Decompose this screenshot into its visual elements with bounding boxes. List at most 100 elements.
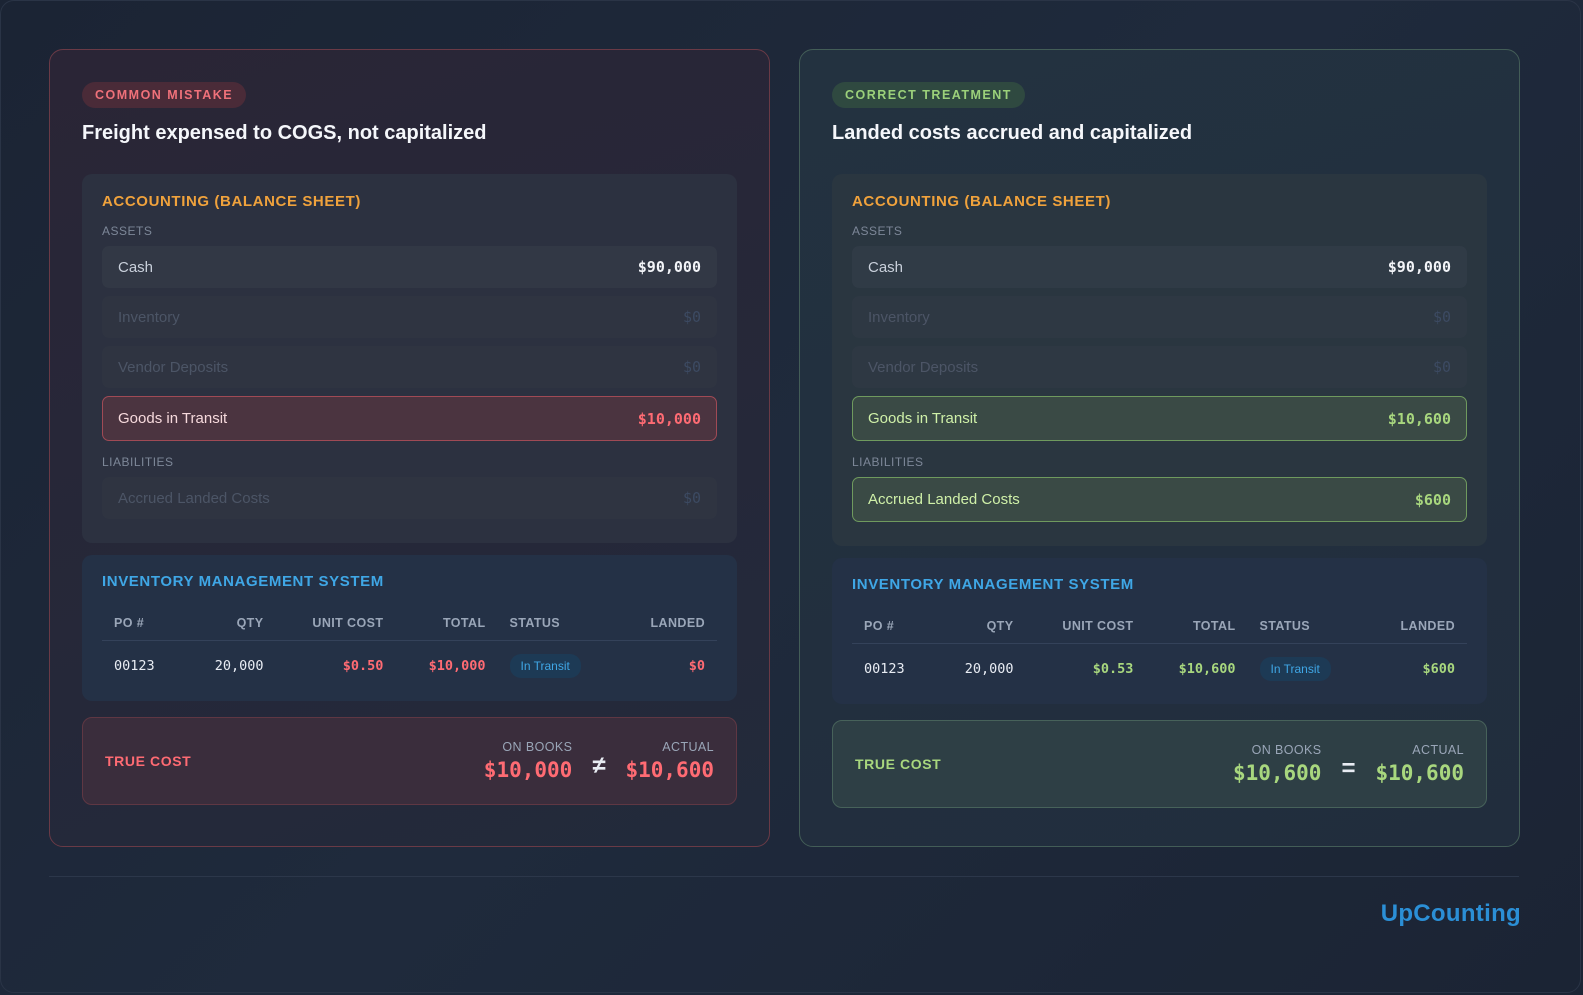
assets-label: ASSETS	[852, 224, 903, 238]
account-label: Vendor Deposits	[868, 358, 979, 376]
true-cost-label: TRUE COST	[855, 756, 942, 772]
table-header-row: PO # QTY UNIT COST TOTAL STATUS LANDED	[852, 611, 1467, 644]
actual-label: ACTUAL	[1412, 743, 1464, 757]
table-row: 00123 20,000 $0.53 $10,600 In Transit $6…	[852, 644, 1467, 695]
account-row-inventory: Inventory $0	[102, 296, 717, 338]
table-header-row: PO # QTY UNIT COST TOTAL STATUS LANDED	[102, 608, 717, 641]
account-value: $600	[1414, 490, 1451, 509]
liabilities-label: LIABILITIES	[102, 455, 174, 469]
table-row: 00123 20,000 $0.50 $10,000 In Transit $0	[102, 641, 717, 692]
actual-column: ACTUAL $10,600	[625, 740, 714, 782]
column-header: QTY	[933, 611, 1026, 644]
status-cell: In Transit	[1248, 644, 1368, 695]
po-cell: 00123	[114, 658, 155, 674]
account-value: $0	[682, 489, 701, 507]
accounting-title: ACCOUNTING (BALANCE SHEET)	[102, 193, 361, 210]
column-header: TOTAL	[395, 608, 498, 641]
account-value: $90,000	[1387, 258, 1451, 276]
column-header: PO #	[852, 611, 934, 644]
po-cell: 00123	[864, 661, 905, 677]
unit-cost-cell: $0.53	[1092, 661, 1134, 677]
ims-section: INVENTORY MANAGEMENT SYSTEM PO # QTY UNI…	[82, 555, 737, 701]
account-row-accrued-landed-costs: Accrued Landed Costs $0	[102, 477, 717, 519]
ims-table: PO # QTY UNIT COST TOTAL STATUS LANDED 0…	[852, 611, 1467, 694]
common-mistake-panel: COMMON MISTAKE Freight expensed to COGS,…	[49, 49, 770, 847]
status-badge: In Transit	[509, 654, 581, 678]
account-label: Cash	[868, 258, 904, 276]
status-cell: In Transit	[498, 641, 618, 692]
column-header: STATUS	[1247, 611, 1368, 644]
liabilities-label: LIABILITIES	[852, 455, 924, 469]
account-value: $0	[1432, 358, 1451, 376]
on-books-label: ON BOOKS	[502, 740, 573, 754]
accounting-section: ACCOUNTING (BALANCE SHEET) ASSETS Cash $…	[832, 174, 1487, 546]
assets-label: ASSETS	[102, 224, 153, 238]
column-header: STATUS	[497, 608, 618, 641]
account-label: Inventory	[868, 308, 930, 326]
column-header: UNIT COST	[275, 608, 396, 641]
on-books-label: ON BOOKS	[1251, 743, 1322, 757]
ims-title: INVENTORY MANAGEMENT SYSTEM	[852, 576, 1134, 593]
account-row-goods-in-transit: Goods in Transit $10,000	[102, 396, 717, 441]
on-books-column: ON BOOKS $10,600	[1233, 743, 1322, 785]
landed-cell: $0	[688, 658, 705, 674]
account-label: Goods in Transit	[868, 410, 978, 427]
on-books-column: ON BOOKS $10,000	[484, 740, 573, 782]
true-cost-comparison: ON BOOKS $10,600 = ACTUAL $10,600	[1233, 743, 1464, 785]
account-value: $0	[682, 308, 701, 326]
account-row-accrued-landed-costs: Accrued Landed Costs $600	[852, 477, 1467, 522]
true-cost-label: TRUE COST	[105, 753, 192, 769]
account-label: Vendor Deposits	[118, 358, 229, 376]
not-equal-operator: ≠	[592, 752, 606, 779]
account-value: $10,600	[1387, 409, 1451, 428]
panel-title: Freight expensed to COGS, not capitalize…	[82, 122, 487, 144]
account-label: Cash	[118, 258, 154, 276]
account-value: $10,000	[637, 409, 701, 428]
account-row-vendor-deposits: Vendor Deposits $0	[102, 346, 717, 388]
brand-logo: UpCounting	[1380, 900, 1521, 927]
column-header: TOTAL	[1145, 611, 1248, 644]
account-value: $0	[1432, 308, 1451, 326]
account-row-cash: Cash $90,000	[102, 246, 717, 288]
ims-title: INVENTORY MANAGEMENT SYSTEM	[102, 573, 384, 590]
account-row-goods-in-transit: Goods in Transit $10,600	[852, 396, 1467, 441]
column-header: LANDED	[1367, 611, 1467, 644]
account-label: Accrued Landed Costs	[118, 489, 270, 507]
landed-cell: $600	[1422, 661, 1455, 677]
actual-label: ACTUAL	[662, 740, 714, 754]
on-books-value: $10,000	[483, 758, 573, 782]
ims-table: PO # QTY UNIT COST TOTAL STATUS LANDED 0…	[102, 608, 717, 691]
account-value: $0	[682, 358, 701, 376]
column-header: PO #	[102, 608, 184, 641]
actual-column: ACTUAL $10,600	[1375, 743, 1464, 785]
true-cost-box: TRUE COST ON BOOKS $10,000 ≠ ACTUAL $10,…	[82, 717, 737, 805]
on-books-value: $10,600	[1232, 761, 1322, 785]
account-row-cash: Cash $90,000	[852, 246, 1467, 288]
column-header: UNIT COST	[1025, 611, 1146, 644]
footer-divider	[49, 876, 1519, 877]
column-header: QTY	[183, 608, 276, 641]
panel-title: Landed costs accrued and capitalized	[832, 122, 1193, 144]
account-row-inventory: Inventory $0	[852, 296, 1467, 338]
correct-treatment-badge: CORRECT TREATMENT	[832, 82, 1025, 108]
correct-treatment-panel: CORRECT TREATMENT Landed costs accrued a…	[799, 49, 1520, 847]
total-cell: $10,600	[1178, 661, 1236, 677]
true-cost-comparison: ON BOOKS $10,000 ≠ ACTUAL $10,600	[484, 740, 714, 782]
column-header: LANDED	[617, 608, 717, 641]
qty-cell: 20,000	[214, 658, 264, 674]
status-badge: In Transit	[1259, 657, 1331, 681]
total-cell: $10,000	[428, 658, 486, 674]
common-mistake-badge: COMMON MISTAKE	[82, 82, 247, 108]
accounting-section: ACCOUNTING (BALANCE SHEET) ASSETS Cash $…	[82, 174, 737, 543]
account-label: Goods in Transit	[118, 410, 228, 427]
account-value: $90,000	[637, 258, 701, 276]
account-row-vendor-deposits: Vendor Deposits $0	[852, 346, 1467, 388]
actual-value: $10,600	[1375, 761, 1464, 785]
actual-value: $10,600	[625, 758, 714, 782]
equal-operator: =	[1341, 755, 1356, 782]
accounting-title: ACCOUNTING (BALANCE SHEET)	[852, 193, 1111, 210]
unit-cost-cell: $0.50	[342, 658, 384, 674]
ims-section: INVENTORY MANAGEMENT SYSTEM PO # QTY UNI…	[832, 558, 1487, 704]
qty-cell: 20,000	[964, 661, 1014, 677]
